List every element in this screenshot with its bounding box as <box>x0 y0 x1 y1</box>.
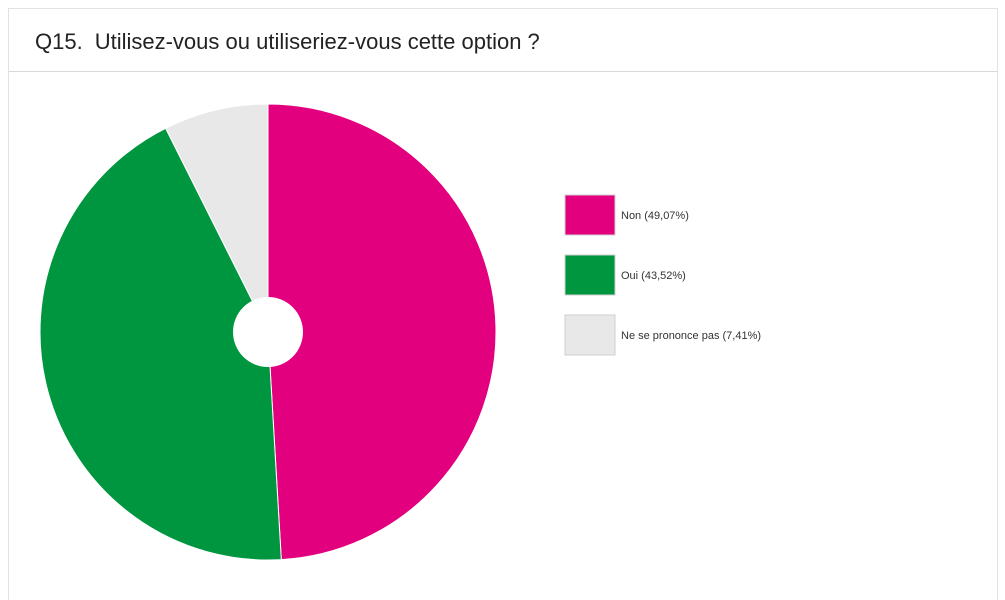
legend-item-oui[interactable]: Oui (43,52%) <box>564 254 686 296</box>
legend-swatch <box>564 194 616 236</box>
legend-swatch <box>564 254 616 296</box>
donut-hole <box>233 297 303 367</box>
legend-item-non[interactable]: Non (49,07%) <box>564 194 689 236</box>
question-header: Q15. Utilisez-vous ou utiliseriez-vous ce… <box>9 9 997 72</box>
pie-slice-ne-se-prononce-pas[interactable] <box>164 103 269 333</box>
pie-slices <box>39 103 497 561</box>
legend-label: Non (49,07%) <box>621 210 689 222</box>
legend-swatch <box>564 314 616 356</box>
question-title: Q15. Utilisez-vous ou utiliseriez-vous ce… <box>35 29 540 55</box>
question-text: Utilisez-vous ou utiliseriez-vous cette … <box>94 29 540 54</box>
question-number: Q15. <box>35 29 83 54</box>
legend-item-ne-se-prononce-pas[interactable]: Ne se prononce pas (7,41%) <box>564 314 761 356</box>
chart-legend: Non (49,07%) Oui (43,52%) Ne se prononce p… <box>564 194 761 356</box>
legend-label: Oui (43,52%) <box>621 270 686 282</box>
legend-label: Ne se prononce pas (7,41%) <box>621 330 761 342</box>
pie-slice-non[interactable] <box>267 103 497 561</box>
pie-slice-oui[interactable] <box>39 127 282 561</box>
